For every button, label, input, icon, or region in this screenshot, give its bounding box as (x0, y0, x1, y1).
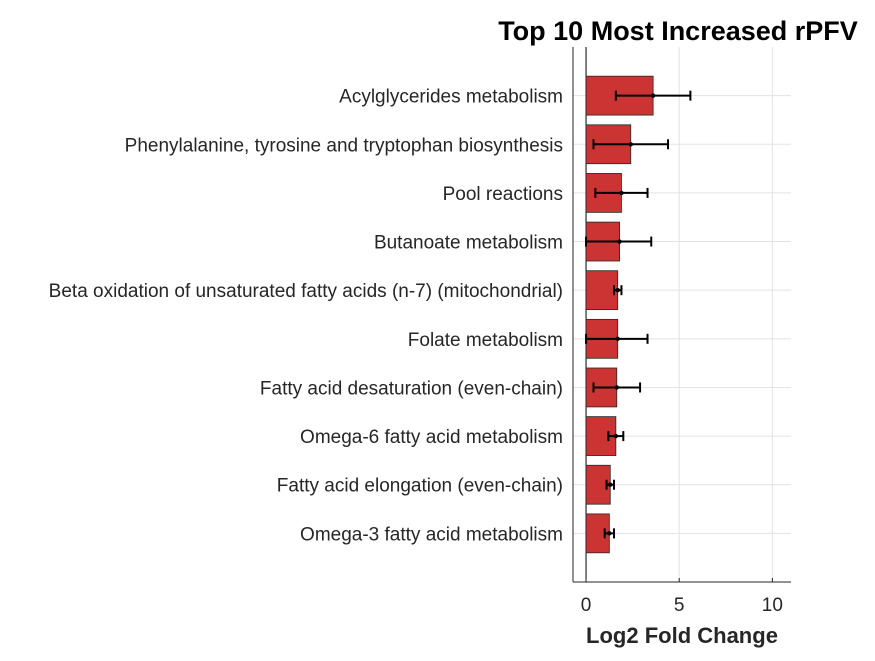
y-tick-label: Acylglycerides metabolism (339, 87, 563, 108)
bar (585, 416, 617, 456)
error-bars (585, 90, 692, 539)
y-tick-label: Omega-3 fatty acid metabolism (300, 524, 563, 545)
error-center-point (615, 287, 620, 293)
y-tick-label: Phenylalanine, tyrosine and tryptophan b… (125, 135, 563, 156)
y-tick-label: Pool reactions (443, 184, 563, 205)
error-center-point (608, 482, 613, 487)
axes (572, 47, 791, 583)
error-center-point (617, 239, 622, 244)
y-tick-label: Fatty acid desaturation (even-chain) (260, 378, 563, 399)
y-tick-labels: Acylglycerides metabolism Phenylalanine, … (49, 87, 563, 546)
error-center-point (613, 433, 619, 439)
error-center-point (614, 385, 619, 390)
x-tick-labels: 0 5 10 (581, 578, 783, 616)
bar (585, 270, 619, 311)
y-tick-label: Folate metabolism (408, 330, 563, 351)
error-center-point (628, 142, 633, 147)
chart-title: Top 10 Most Increased rPFV (498, 16, 858, 46)
x-axis-label: Log2 Fold Change (586, 623, 778, 648)
y-tick-label: Beta oxidation of unsaturated fatty acid… (49, 281, 563, 302)
x-tick-label: 0 (581, 595, 592, 616)
y-tick-label: Omega-6 fatty acid metabolism (300, 427, 563, 448)
x-tick-label: 10 (762, 595, 783, 616)
error-center-point (615, 336, 620, 342)
y-tick-label: Fatty acid elongation (even-chain) (277, 476, 563, 497)
error-center-point (619, 190, 624, 196)
error-center-point (607, 531, 612, 536)
y-tick-label: Butanoate metabolism (374, 233, 563, 254)
error-center-point (650, 93, 656, 98)
x-tick-label: 5 (674, 595, 685, 616)
